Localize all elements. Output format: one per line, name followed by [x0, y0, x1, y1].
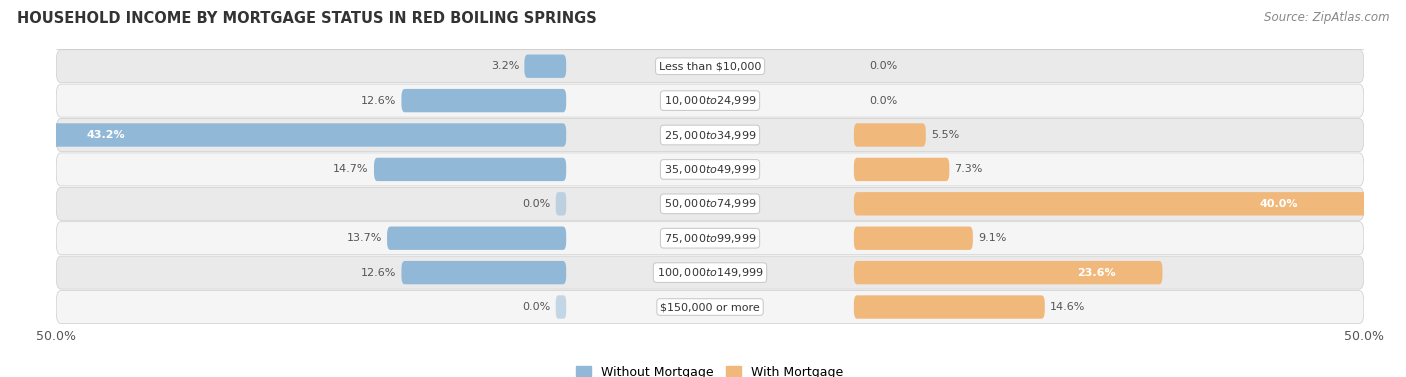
- FancyBboxPatch shape: [56, 222, 1364, 255]
- Text: 9.1%: 9.1%: [979, 233, 1007, 243]
- FancyBboxPatch shape: [1, 123, 567, 147]
- Text: HOUSEHOLD INCOME BY MORTGAGE STATUS IN RED BOILING SPRINGS: HOUSEHOLD INCOME BY MORTGAGE STATUS IN R…: [17, 11, 596, 26]
- Text: $25,000 to $34,999: $25,000 to $34,999: [664, 129, 756, 141]
- FancyBboxPatch shape: [56, 291, 1364, 323]
- FancyBboxPatch shape: [853, 123, 925, 147]
- Text: $100,000 to $149,999: $100,000 to $149,999: [657, 266, 763, 279]
- Text: 14.7%: 14.7%: [333, 164, 368, 175]
- Text: 40.0%: 40.0%: [1260, 199, 1298, 209]
- Text: 23.6%: 23.6%: [1077, 268, 1116, 277]
- FancyBboxPatch shape: [853, 158, 949, 181]
- FancyBboxPatch shape: [853, 295, 1045, 319]
- FancyBboxPatch shape: [555, 295, 567, 319]
- FancyBboxPatch shape: [56, 153, 1364, 186]
- FancyBboxPatch shape: [56, 118, 1364, 152]
- Text: Source: ZipAtlas.com: Source: ZipAtlas.com: [1264, 11, 1389, 24]
- FancyBboxPatch shape: [374, 158, 567, 181]
- Text: $75,000 to $99,999: $75,000 to $99,999: [664, 232, 756, 245]
- Text: 0.0%: 0.0%: [869, 96, 898, 106]
- FancyBboxPatch shape: [555, 192, 567, 216]
- Text: 0.0%: 0.0%: [522, 199, 551, 209]
- Text: 14.6%: 14.6%: [1050, 302, 1085, 312]
- FancyBboxPatch shape: [853, 261, 1163, 284]
- FancyBboxPatch shape: [387, 227, 567, 250]
- Text: $50,000 to $74,999: $50,000 to $74,999: [664, 197, 756, 210]
- FancyBboxPatch shape: [402, 261, 567, 284]
- Text: 5.5%: 5.5%: [931, 130, 959, 140]
- Text: 43.2%: 43.2%: [86, 130, 125, 140]
- Text: $35,000 to $49,999: $35,000 to $49,999: [664, 163, 756, 176]
- FancyBboxPatch shape: [853, 192, 1376, 216]
- Text: 0.0%: 0.0%: [522, 302, 551, 312]
- FancyBboxPatch shape: [402, 89, 567, 112]
- FancyBboxPatch shape: [56, 256, 1364, 289]
- Text: 3.2%: 3.2%: [491, 61, 519, 71]
- Text: $150,000 or more: $150,000 or more: [661, 302, 759, 312]
- Text: 7.3%: 7.3%: [955, 164, 983, 175]
- Text: $10,000 to $24,999: $10,000 to $24,999: [664, 94, 756, 107]
- FancyBboxPatch shape: [524, 55, 567, 78]
- FancyBboxPatch shape: [853, 227, 973, 250]
- Text: 13.7%: 13.7%: [346, 233, 382, 243]
- Text: 12.6%: 12.6%: [361, 268, 396, 277]
- Legend: Without Mortgage, With Mortgage: Without Mortgage, With Mortgage: [576, 366, 844, 377]
- FancyBboxPatch shape: [56, 84, 1364, 117]
- Text: Less than $10,000: Less than $10,000: [659, 61, 761, 71]
- Text: 0.0%: 0.0%: [869, 61, 898, 71]
- Text: 12.6%: 12.6%: [361, 96, 396, 106]
- FancyBboxPatch shape: [56, 187, 1364, 220]
- FancyBboxPatch shape: [56, 50, 1364, 83]
